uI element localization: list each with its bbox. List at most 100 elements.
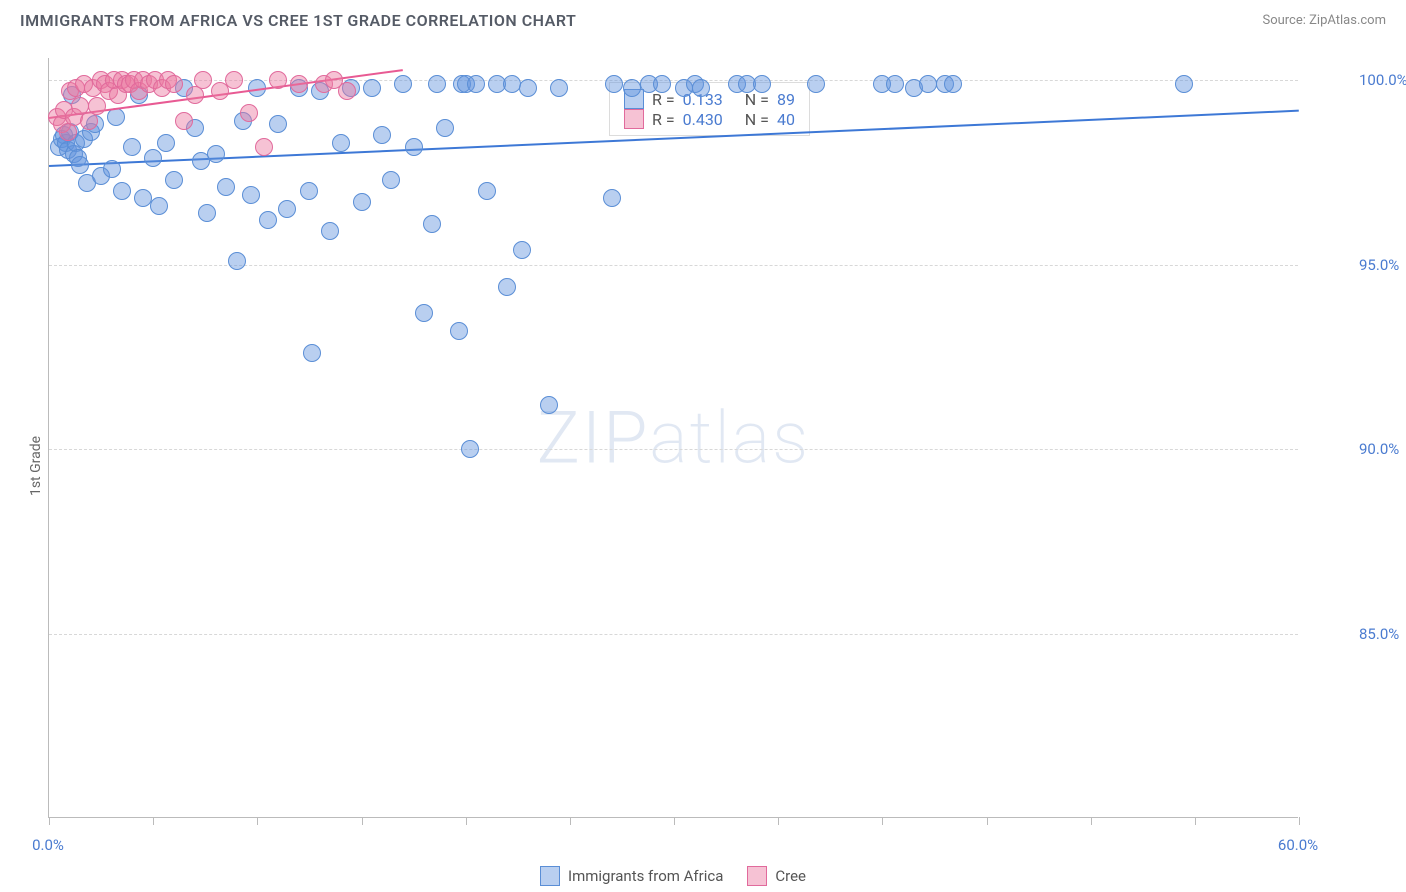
data-point [113, 182, 131, 200]
data-point [373, 126, 391, 144]
data-point [290, 75, 308, 93]
y-axis-label: 1st Grade [28, 436, 44, 496]
data-point [503, 75, 521, 93]
y-tick-label: 100.0% [1359, 71, 1406, 89]
gridline [49, 449, 1298, 450]
y-tick-label: 95.0% [1359, 256, 1399, 274]
data-point [415, 304, 433, 322]
data-point [807, 75, 825, 93]
watermark-light: atlas [649, 395, 810, 480]
stats-row: R = 0.430 N = 40 [624, 109, 795, 129]
data-point [134, 189, 152, 207]
data-point [150, 197, 168, 215]
data-point [259, 211, 277, 229]
x-tick [49, 817, 50, 825]
data-point [944, 75, 962, 93]
gridline [49, 634, 1298, 635]
legend-item: Immigrants from Africa [540, 866, 723, 886]
x-tick-label: 60.0% [1278, 836, 1318, 854]
data-point [300, 182, 318, 200]
data-point [478, 182, 496, 200]
data-point [428, 75, 446, 93]
x-tick [778, 817, 779, 825]
data-point [461, 440, 479, 458]
data-point [467, 75, 485, 93]
legend-item: Cree [747, 866, 806, 886]
data-point [519, 79, 537, 97]
data-point [194, 71, 212, 89]
data-point [919, 75, 937, 93]
data-point [1175, 75, 1193, 93]
x-tick [362, 817, 363, 825]
data-point [225, 71, 243, 89]
header-bar: IMMIGRANTS FROM AFRICA VS CREE 1ST GRADE… [0, 0, 1406, 40]
data-point [269, 71, 287, 89]
data-point [198, 204, 216, 222]
stat-r-value: 0.430 [683, 110, 723, 129]
data-point [332, 134, 350, 152]
x-tick [153, 817, 154, 825]
data-point [321, 222, 339, 240]
chart-area: 1st Grade ZIPatlas R =0.133N =89R =0.430… [0, 40, 1406, 892]
data-point [103, 160, 121, 178]
data-point [623, 79, 641, 97]
stat-n-value: 40 [777, 110, 795, 129]
data-point [423, 215, 441, 233]
data-point [353, 193, 371, 211]
y-tick-label: 85.0% [1359, 625, 1399, 643]
data-point [157, 134, 175, 152]
data-point [165, 75, 183, 93]
chart-title: IMMIGRANTS FROM AFRICA VS CREE 1ST GRADE… [20, 11, 576, 30]
x-tick [987, 817, 988, 825]
data-point [165, 171, 183, 189]
plot-region: ZIPatlas R =0.133N =89R =0.430N =40 85.0… [48, 58, 1298, 818]
stat-n-value: 89 [777, 90, 795, 109]
data-point [605, 75, 623, 93]
x-tick [570, 817, 571, 825]
data-point [753, 75, 771, 93]
legend-swatch [540, 866, 560, 886]
data-point [382, 171, 400, 189]
data-point [405, 138, 423, 156]
x-tick [257, 817, 258, 825]
data-point [278, 200, 296, 218]
data-point [71, 156, 89, 174]
data-point [550, 79, 568, 97]
source-label: Source: ZipAtlas.com [1262, 13, 1386, 28]
data-point [436, 119, 454, 137]
x-tick [1195, 817, 1196, 825]
data-point [450, 322, 468, 340]
data-point [175, 112, 193, 130]
data-point [240, 104, 258, 122]
data-point [363, 79, 381, 97]
x-tick [466, 817, 467, 825]
data-point [498, 278, 516, 296]
stat-n-label: N = [745, 110, 769, 129]
legend-swatch [747, 866, 767, 886]
legend-swatch [624, 109, 644, 129]
data-point [242, 186, 260, 204]
data-point [603, 189, 621, 207]
data-point [228, 252, 246, 270]
data-point [653, 75, 671, 93]
x-tick [674, 817, 675, 825]
bottom-legend: Immigrants from Africa Cree [540, 866, 806, 886]
data-point [540, 396, 558, 414]
legend-label: Immigrants from Africa [568, 867, 723, 885]
data-point [269, 115, 287, 133]
stat-r-label: R = [652, 110, 675, 129]
data-point [207, 145, 225, 163]
data-point [123, 138, 141, 156]
data-point [144, 149, 162, 167]
data-point [886, 75, 904, 93]
x-tick-label: 0.0% [32, 836, 64, 854]
data-point [338, 82, 356, 100]
data-point [88, 97, 106, 115]
data-point [394, 75, 412, 93]
legend-label: Cree [775, 867, 806, 885]
data-point [692, 79, 710, 97]
x-tick [1091, 817, 1092, 825]
x-tick [1299, 817, 1300, 825]
data-point [255, 138, 273, 156]
data-point [303, 344, 321, 362]
